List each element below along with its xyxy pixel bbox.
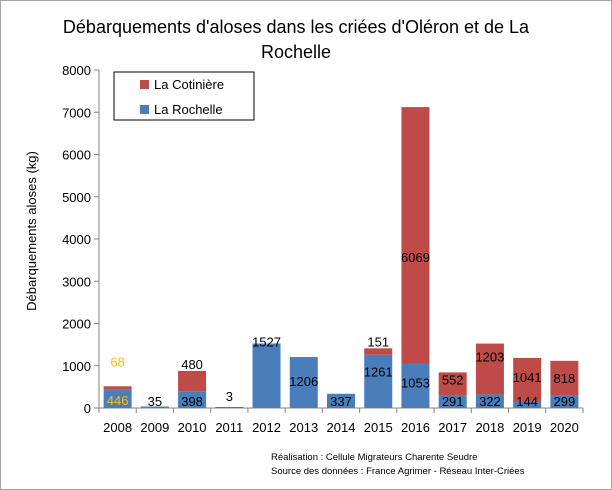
data-label: 480 (181, 357, 203, 372)
bar (178, 391, 207, 408)
legend-label: La Cotinière (154, 77, 224, 92)
legend-swatch (140, 80, 149, 89)
bar (103, 386, 132, 390)
chart-title: Débarquements d'aloses dans les criées d… (62, 17, 530, 62)
data-label: 446 (107, 393, 129, 408)
bar (513, 401, 542, 408)
bar (550, 395, 579, 408)
x-tick-label: 2010 (178, 420, 207, 435)
bar (438, 372, 467, 396)
data-label: 1206 (289, 374, 318, 389)
bars (103, 107, 579, 408)
data-label: 337 (330, 394, 352, 409)
x-tick-label: 2011 (215, 420, 243, 435)
legend: La Cotinière La Rochelle (113, 71, 255, 121)
y-tick-label: 5000 (62, 190, 91, 205)
x-axis: 2008 2009 2010 2011 2012 2013 2014 2015 2016 2017… (98, 407, 584, 435)
x-tick-label: 2013 (289, 420, 318, 435)
data-label: 35 (148, 394, 162, 409)
bar (364, 348, 393, 355)
x-tick-label: 2014 (327, 420, 356, 435)
x-tick-label: 2016 (401, 420, 430, 435)
data-label: 398 (181, 394, 203, 409)
bar (438, 395, 467, 408)
bar (252, 343, 281, 408)
legend-label: La Rochelle (154, 102, 223, 117)
x-tick-label: 2019 (513, 420, 542, 435)
credits-line-1: Réalisation : Cellule Migrateurs Charent… (271, 452, 478, 463)
x-tick-label: 2009 (140, 420, 169, 435)
legend-box (113, 71, 255, 121)
x-tick-label: 2015 (364, 420, 393, 435)
bar (215, 407, 244, 408)
x-tick-label: 2008 (103, 420, 132, 435)
y-tick-label: 1000 (62, 359, 91, 374)
legend-swatch (140, 105, 149, 114)
credits: Réalisation : Cellule Migrateurs Charent… (271, 451, 524, 479)
data-label: 322 (479, 394, 501, 409)
y-tick-label: 4000 (62, 232, 91, 247)
data-label: 151 (367, 334, 389, 349)
y-tick-label: 0 (84, 401, 91, 416)
bar (513, 357, 542, 402)
data-label: 6069 (401, 250, 430, 265)
y-tick-label: 3000 (62, 274, 91, 289)
data-label: 68 (110, 354, 124, 369)
data-label: 1053 (401, 376, 430, 391)
bar (475, 394, 504, 408)
bar (327, 393, 355, 408)
data-label: 3 (226, 389, 233, 404)
x-tick-label: 2012 (252, 420, 281, 435)
y-axis-label: Débarquements aloses (kg) (24, 151, 39, 311)
bar (550, 360, 579, 396)
bar (289, 357, 318, 408)
x-tick-label: 2020 (550, 420, 579, 435)
data-labels: 446 35 398 1527 1206 337 1261 1053 291 322 144 299 6… (107, 250, 575, 409)
data-label: 1527 (252, 334, 281, 349)
data-label: 818 (554, 371, 576, 386)
bar (475, 343, 504, 395)
y-axis: 0 1000 2000 3000 4000 5000 6000 7000 8000 (62, 63, 100, 416)
bar (103, 389, 132, 408)
data-label: 552 (442, 372, 464, 387)
y-tick-label: 6000 (62, 148, 91, 163)
y-tick-label: 8000 (62, 63, 91, 78)
data-label: 1041 (513, 370, 542, 385)
bar (140, 406, 169, 408)
data-label: 144 (516, 394, 538, 409)
x-tick-label: 2018 (475, 420, 504, 435)
data-label: 1261 (364, 365, 393, 380)
data-label: 1203 (475, 350, 504, 365)
y-tick-label: 2000 (62, 317, 91, 332)
data-label: 291 (442, 394, 464, 409)
bar (401, 363, 430, 408)
bar (401, 107, 430, 364)
bar (364, 354, 393, 408)
y-tick-label: 7000 (62, 105, 91, 120)
bar (178, 370, 207, 392)
data-label: 299 (554, 394, 576, 409)
credits-line-2: Source des données : France Agrimer - Ré… (271, 466, 525, 477)
x-tick-label: 2017 (438, 420, 467, 435)
